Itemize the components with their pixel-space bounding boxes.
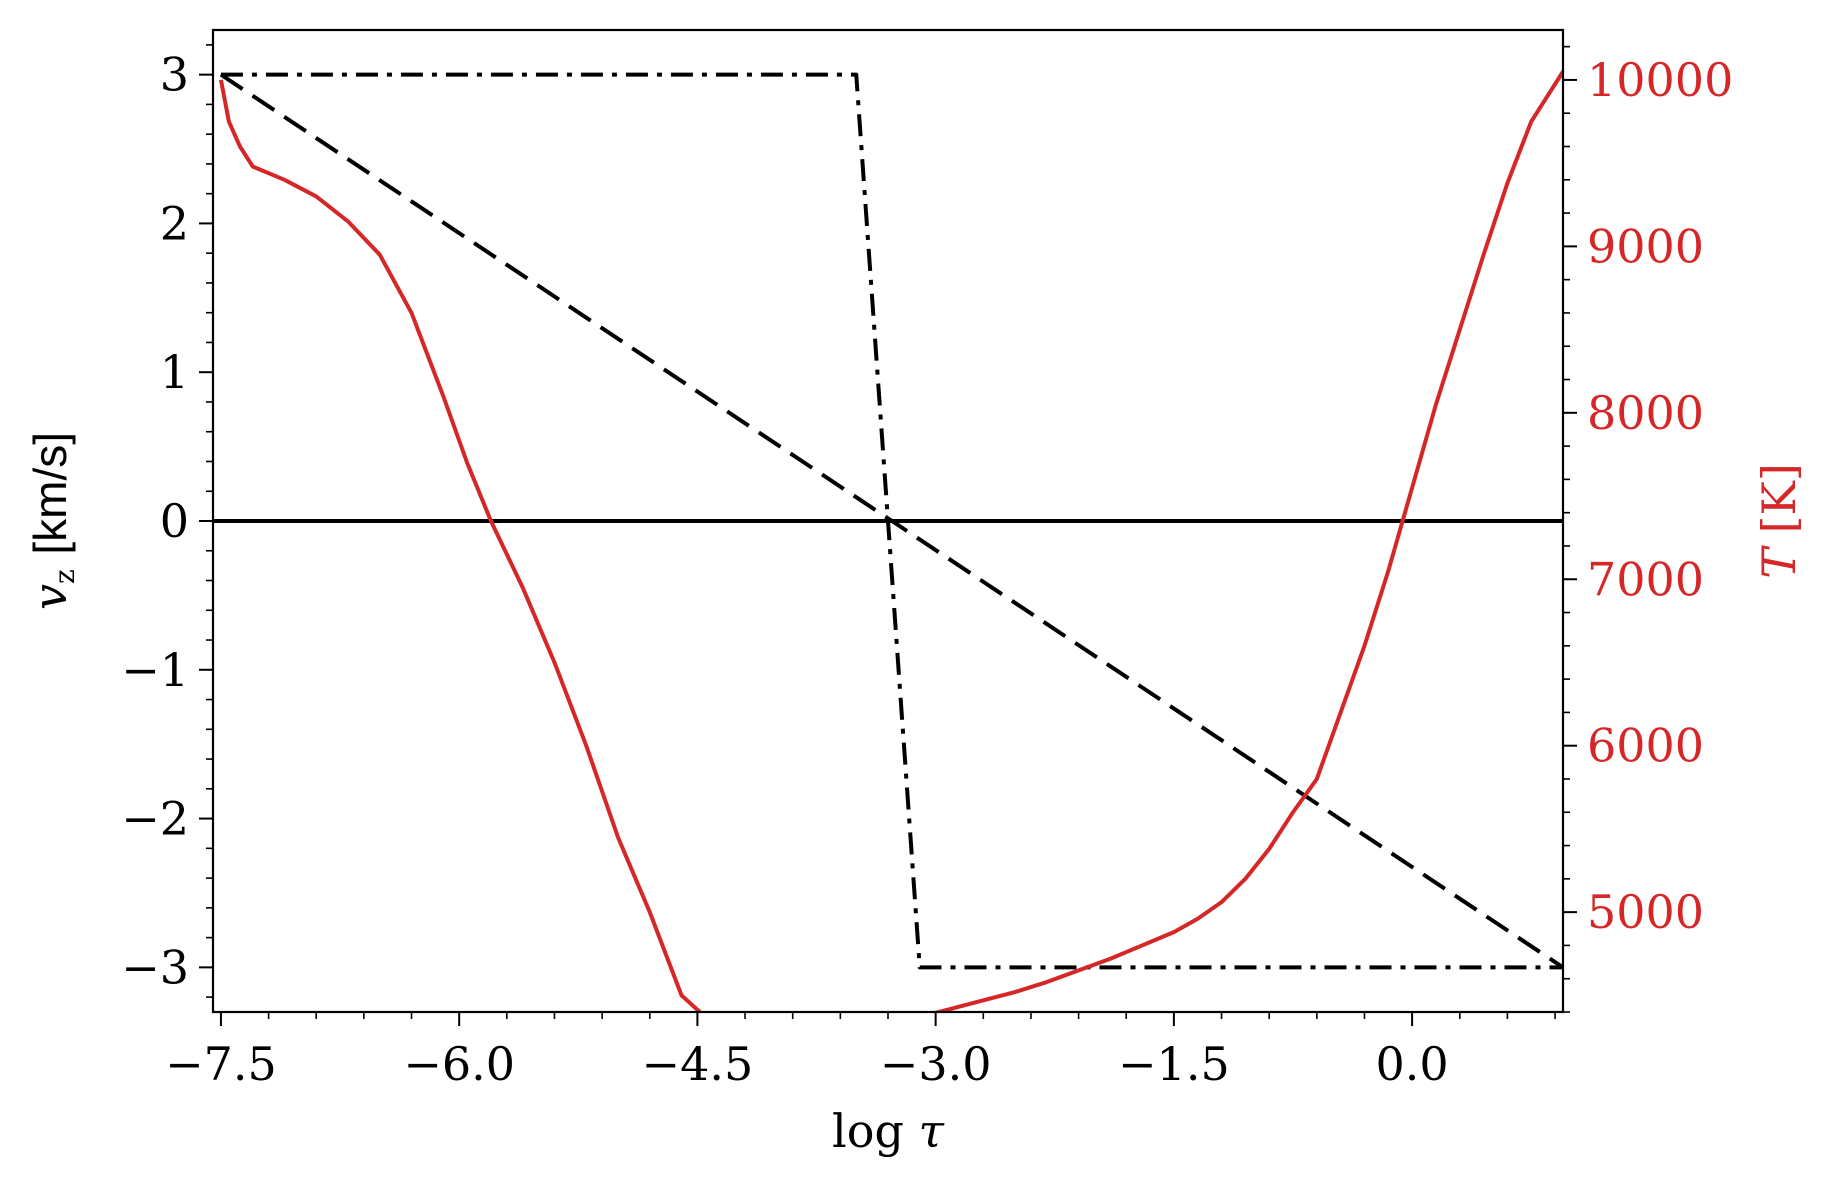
y-left-tick-label: 3 [160, 48, 189, 102]
velocity-dashed-series-line [219, 72, 1563, 970]
y-left-label-space [23, 555, 77, 570]
y-left-tick-label: 2 [160, 196, 189, 250]
y-left-axis-label: vz [km/s] [23, 432, 81, 610]
x-tick-label: −1.5 [1118, 1037, 1230, 1091]
x-tick-label: −7.5 [165, 1037, 277, 1091]
x-axis-label-symbol: τ [919, 1104, 946, 1158]
y-right-tick-label: 5000 [1587, 885, 1704, 939]
x-tick-label: −4.5 [642, 1037, 754, 1091]
y-right-tick-label: 7000 [1587, 552, 1704, 606]
y-right-label-symbol: T [1752, 545, 1806, 579]
temperature-series-line [218, 70, 1563, 1012]
ticks-layer [199, 44, 1577, 1026]
x-tick-label: −6.0 [403, 1037, 515, 1091]
y-left-label-subscript: z [48, 569, 81, 584]
velocity-dashdot-series-line [220, 72, 1563, 970]
x-axis-label-log: log [832, 1104, 918, 1158]
y-right-label-unit: [K] [1752, 463, 1806, 533]
x-tick-label: −3.0 [880, 1037, 992, 1091]
y-right-tick-label: 8000 [1587, 386, 1704, 440]
y-left-tick-label: −1 [121, 643, 189, 697]
y-right-tick-label: 6000 [1587, 719, 1704, 773]
y-left-tick-label: 1 [160, 345, 189, 399]
series-layer [213, 70, 1563, 1012]
x-tick-label: 0.0 [1376, 1037, 1449, 1091]
y-right-tick-label: 9000 [1587, 219, 1704, 273]
y-left-tick-label: −2 [121, 792, 189, 846]
y-right-axis-label: T [K] [1752, 463, 1806, 579]
y-left-tick-label: −3 [121, 940, 189, 994]
y-right-label-space [1752, 533, 1806, 548]
y-left-tick-label: 0 [160, 494, 189, 548]
labels-layer: −7.5 −6.0 −4.5 −3.0 −1.5 0.0 3 2 1 0 −1 −2 −3 10000 90… [121, 48, 1733, 1091]
y-left-label-unit: [km/s] [24, 432, 76, 555]
y-right-tick-label: 10000 [1587, 53, 1733, 107]
y-left-label-symbol: v [23, 584, 77, 610]
x-axis-label: log τ [832, 1104, 945, 1158]
